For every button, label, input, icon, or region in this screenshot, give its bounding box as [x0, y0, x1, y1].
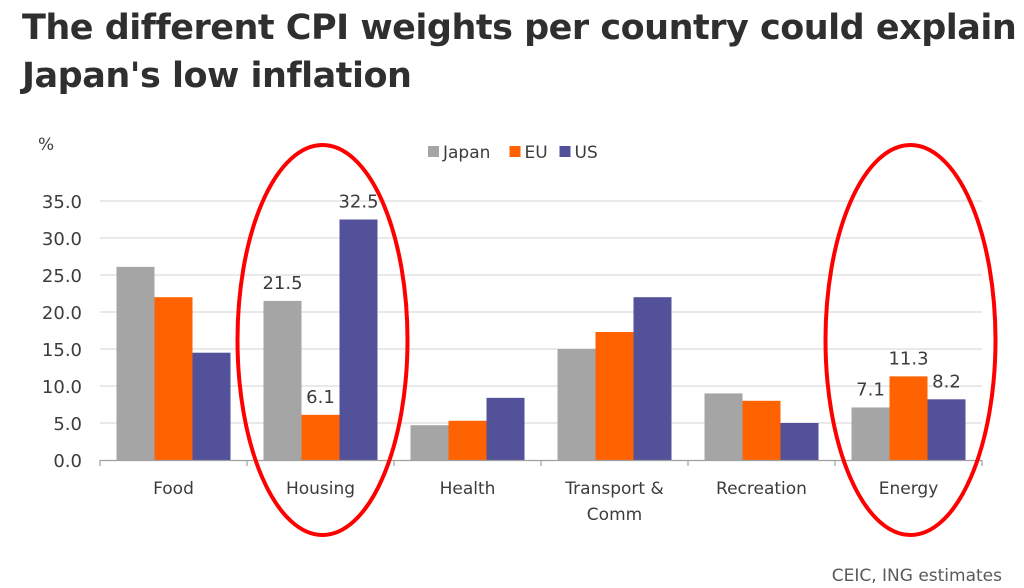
y-axis: 0.0 5.0 10.0 15.0 20.0 25.0 30.0 35.0%: [38, 135, 82, 472]
bar-us: [780, 423, 819, 460]
x-tick-label: Health: [440, 479, 496, 499]
x-tick-label: Housing: [286, 479, 355, 499]
x-tick-label: Energy: [879, 479, 939, 499]
bar-eu: [742, 400, 781, 460]
bar-japan: [263, 300, 302, 460]
data-label: 11.3: [888, 348, 928, 369]
data-label: 7.1: [856, 379, 885, 400]
bar-us: [927, 399, 966, 460]
x-tick-label: Transport & Comm: [564, 479, 663, 525]
source-note: CEIC, ING estimates: [831, 566, 1002, 586]
chart-title: The different CPI weights per country co…: [22, 8, 1017, 96]
x-tick-label: Food: [153, 479, 194, 499]
annotations: [235, 143, 998, 537]
y-tick-label: 30.0: [42, 229, 82, 250]
legend-swatch-japan: [428, 146, 439, 157]
gridlines: [100, 200, 982, 424]
y-tick-label: 0.0: [53, 451, 82, 472]
bar-us: [339, 219, 378, 460]
bar-eu: [154, 297, 193, 460]
bar-japan: [851, 407, 890, 460]
legend: Japan EU US: [428, 143, 598, 163]
bar-japan: [116, 266, 155, 460]
y-tick-label: 15.0: [42, 340, 82, 361]
y-tick-label: 5.0: [53, 414, 82, 435]
y-tick-label: 10.0: [42, 377, 82, 398]
legend-label-japan: Japan: [442, 143, 490, 163]
bar-japan: [557, 349, 596, 460]
bar-us: [486, 397, 525, 460]
bar-japan: [410, 425, 449, 460]
bars: [116, 219, 966, 460]
highlight-ellipse-housing: [235, 143, 410, 537]
highlight-ellipse-energy: [823, 143, 998, 537]
y-tick-label: 35.0: [42, 192, 82, 213]
bar-japan: [704, 393, 743, 460]
data-label: 21.5: [262, 273, 302, 294]
data-labels: 21.5 6.1 32.5 7.111.38.2: [262, 192, 960, 408]
y-tick-label: 25.0: [42, 266, 82, 287]
bar-us: [192, 352, 231, 460]
bar-eu: [448, 420, 487, 460]
bar-eu: [301, 414, 340, 460]
bar-us: [633, 297, 672, 460]
legend-label-us: US: [575, 143, 598, 163]
bar-eu: [889, 376, 928, 460]
y-tick-label: 20.0: [42, 303, 82, 324]
y-axis-label: %: [38, 135, 54, 155]
data-label: 6.1: [306, 387, 335, 408]
legend-label-eu: EU: [525, 143, 548, 163]
bar-eu: [595, 331, 634, 460]
x-tick-label: Recreation: [716, 479, 807, 499]
x-axis: Food Housing Health Transport & Comm Recreati…: [99, 459, 983, 525]
data-label: 8.2: [932, 371, 961, 392]
data-label: 32.5: [338, 192, 378, 213]
legend-swatch-eu: [509, 146, 521, 157]
legend-swatch-us: [559, 146, 571, 157]
